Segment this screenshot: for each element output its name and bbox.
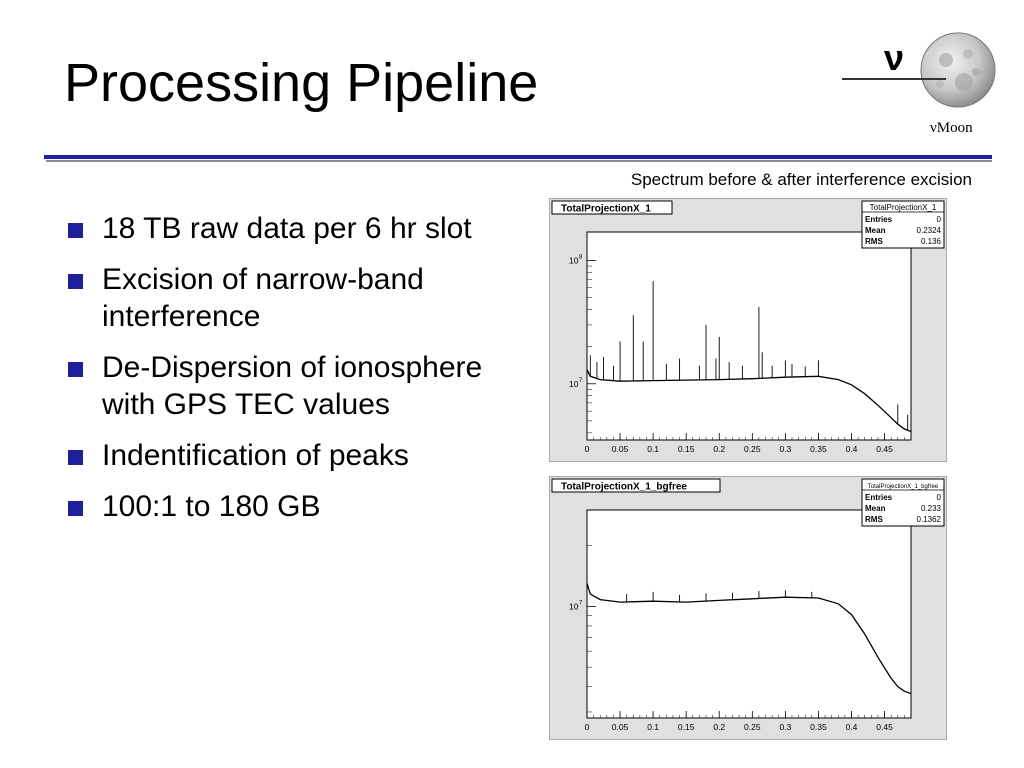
- nu-symbol: ν: [884, 37, 904, 78]
- bullet-item: De-Dispersion of ionosphere with GPS TEC…: [64, 349, 494, 423]
- title-rule-shadow: [46, 160, 992, 162]
- plot-frame: [586, 231, 912, 441]
- x-tick-label: 0: [585, 444, 590, 454]
- x-tick-label: 0.3: [779, 444, 791, 454]
- vmoon-logo: ν: [842, 32, 996, 108]
- bullet-text: 100:1 to 180 GB: [102, 490, 321, 523]
- stats-value: 0.233: [921, 504, 942, 513]
- stats-name: TotalProjectionX_1: [870, 203, 937, 212]
- stats-label: RMS: [865, 515, 883, 524]
- bullet-item: Indentification of peaks: [64, 437, 494, 474]
- stats-label: Entries: [865, 215, 893, 224]
- stats-value: 0: [937, 215, 942, 224]
- stats-label: Mean: [865, 226, 886, 235]
- plot-frame: [586, 509, 912, 719]
- histogram-title: TotalProjectionX_1: [561, 204, 651, 215]
- x-tick-label: 0.25: [744, 722, 761, 732]
- x-tick-label: 0: [585, 722, 590, 732]
- bullet-item: Excision of narrow-band interference: [64, 261, 494, 335]
- x-tick-label: 0.1: [647, 722, 659, 732]
- spectrum-line: [586, 583, 912, 695]
- bullet-text: 18 TB raw data per 6 hr slot: [102, 212, 472, 245]
- bullet-square-icon: [68, 274, 83, 289]
- x-tick-label: 0.2: [713, 722, 725, 732]
- spectrum-line: [586, 369, 912, 433]
- bullet-text: De-Dispersion of ionosphere with GPS TEC…: [102, 351, 483, 421]
- x-tick-label: 0.15: [678, 444, 695, 454]
- bullet-item: 100:1 to 180 GB: [64, 488, 494, 525]
- stats-label: RMS: [865, 237, 883, 246]
- bullet-list: 18 TB raw data per 6 hr slot Excision of…: [64, 210, 494, 539]
- x-tick-label: 0.15: [678, 722, 695, 732]
- x-tick-label: 0.4: [846, 444, 858, 454]
- bullet-square-icon: [68, 501, 83, 516]
- x-tick-label: 0.05: [612, 722, 629, 732]
- x-tick-label: 0.3: [779, 722, 791, 732]
- histogram-title: TotalProjectionX_1_bgfree: [561, 482, 687, 493]
- spectrum-plot-before: TotalProjectionX_1 TotalProjectionX_1 Entr…: [549, 198, 947, 462]
- spectrum-plot-after: TotalProjectionX_1_bgfree TotalProjection…: [549, 476, 947, 740]
- x-tick-label: 0.4: [846, 722, 858, 732]
- stats-value: 0.136: [921, 237, 942, 246]
- x-tick-label: 0.35: [810, 722, 827, 732]
- y-tick-label: 10: [569, 379, 579, 389]
- stats-box: [861, 478, 945, 527]
- x-tick-label: 0.45: [876, 722, 893, 732]
- moon-icon: [920, 32, 996, 108]
- y-tick-label: 10: [569, 255, 579, 265]
- histogram-title-box: [551, 478, 721, 493]
- x-tick-label: 0.2: [713, 444, 725, 454]
- figure-caption: Spectrum before & after interference exc…: [630, 170, 972, 189]
- stats-box: [861, 200, 945, 249]
- logo-caption: νMoon: [930, 120, 973, 136]
- x-tick-label: 0.45: [876, 444, 893, 454]
- bullet-square-icon: [68, 362, 83, 377]
- y-tick-label: 10: [569, 601, 579, 611]
- x-tick-label: 0.05: [612, 444, 629, 454]
- stats-value: 0: [937, 493, 942, 502]
- stats-value: 0.1362: [917, 515, 942, 524]
- bullet-square-icon: [68, 223, 83, 238]
- histogram-title-box: [551, 200, 673, 215]
- stats-name: TotalProjectionX_1_bgfree: [868, 484, 939, 490]
- x-tick-label: 0.25: [744, 444, 761, 454]
- bullet-item: 18 TB raw data per 6 hr slot: [64, 210, 494, 247]
- slide-title: Processing Pipeline: [64, 53, 539, 113]
- x-tick-label: 0.35: [810, 444, 827, 454]
- x-tick-label: 0.1: [647, 444, 659, 454]
- stats-label: Entries: [865, 493, 893, 502]
- stats-value: 0.2324: [917, 226, 942, 235]
- bullet-text: Excision of narrow-band interference: [102, 263, 424, 333]
- stats-label: Mean: [865, 504, 886, 513]
- bullet-text: Indentification of peaks: [102, 439, 409, 472]
- y-tick-label-exponent: 8: [579, 254, 583, 260]
- title-rule: [44, 155, 992, 159]
- bullet-square-icon: [68, 450, 83, 465]
- y-tick-label-exponent: 7: [579, 600, 583, 606]
- y-tick-label-exponent: 7: [579, 378, 583, 384]
